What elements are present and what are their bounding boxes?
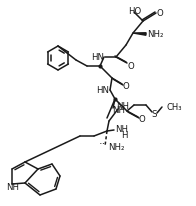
Polygon shape <box>133 33 146 35</box>
Text: NH: NH <box>115 125 128 135</box>
Text: O: O <box>157 8 163 18</box>
Text: CH₃: CH₃ <box>167 103 182 111</box>
Text: O: O <box>128 62 134 70</box>
Text: NH₂: NH₂ <box>108 144 124 152</box>
Text: NH: NH <box>6 184 19 192</box>
Text: NH: NH <box>116 102 129 110</box>
Text: S: S <box>151 110 157 118</box>
Text: ··: ·· <box>98 139 106 149</box>
Text: HO: HO <box>128 7 141 15</box>
Text: O: O <box>139 115 145 124</box>
Text: HN: HN <box>96 85 109 95</box>
Text: HN: HN <box>91 53 104 62</box>
Text: H: H <box>121 130 128 139</box>
Text: NH: NH <box>113 105 125 115</box>
Text: O: O <box>123 82 129 90</box>
Text: NH₂: NH₂ <box>147 29 163 39</box>
